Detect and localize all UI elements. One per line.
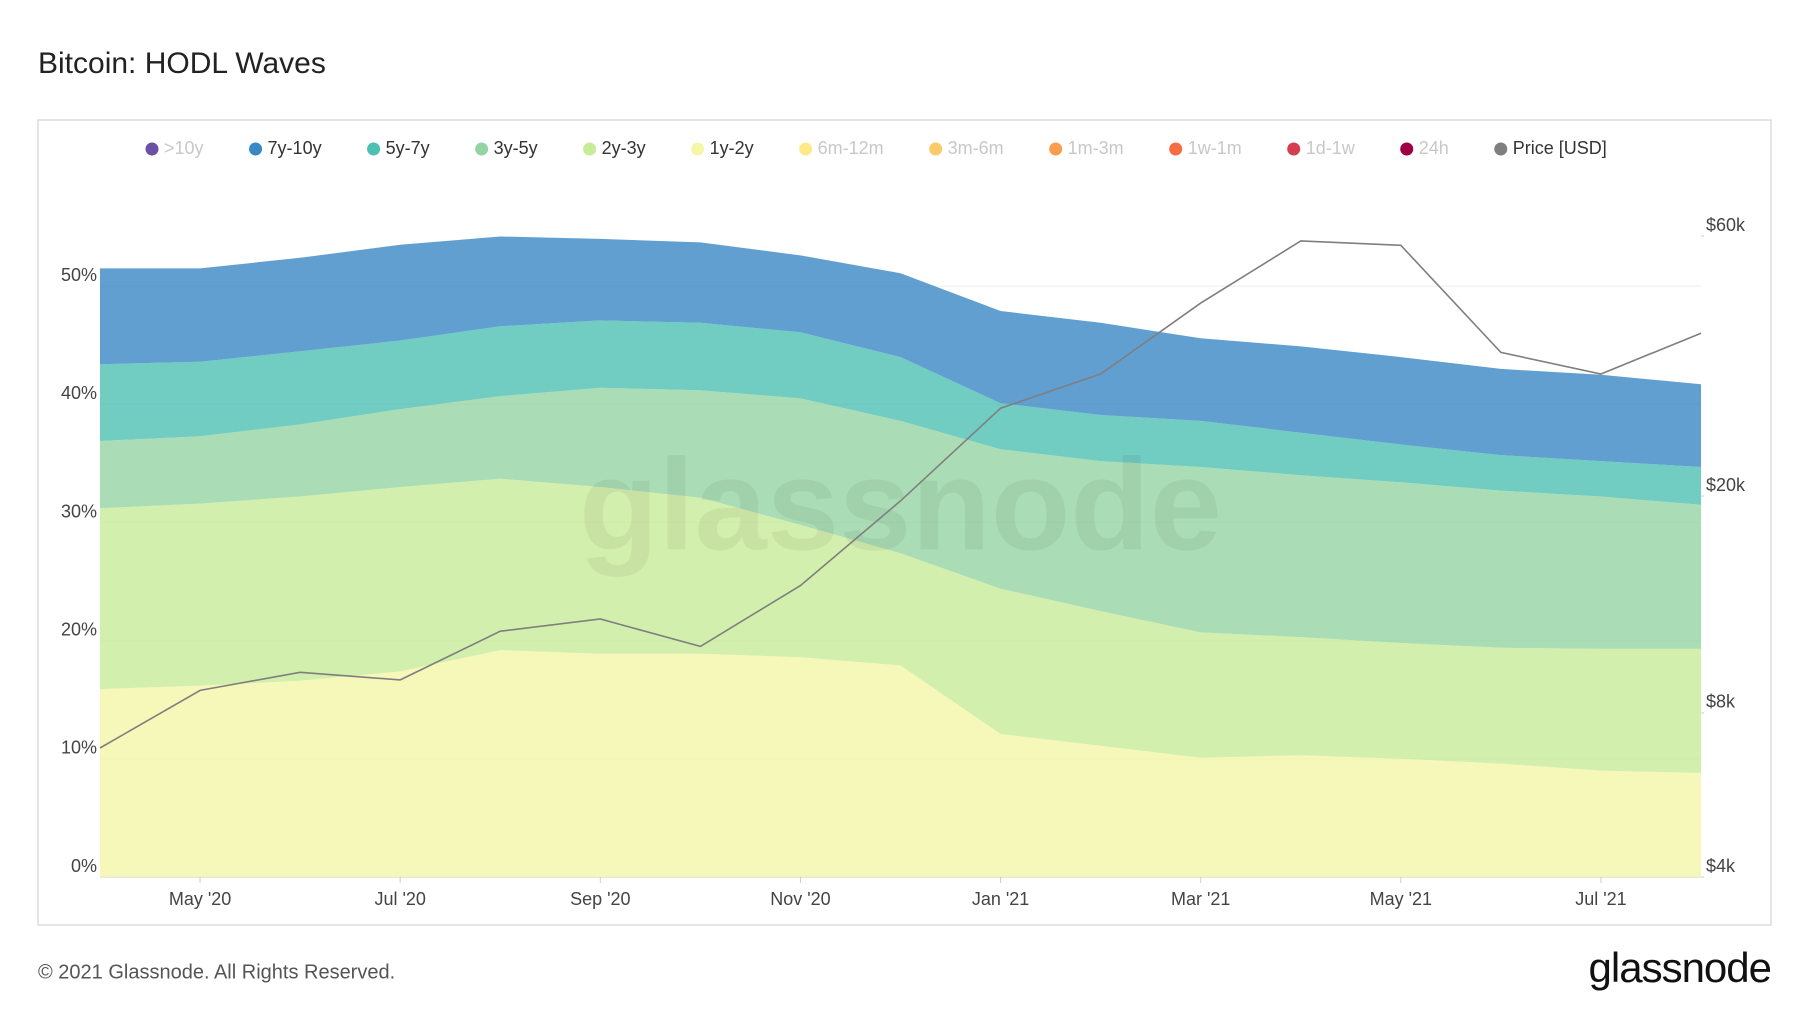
legend-dot: [799, 142, 813, 156]
legend-label: 1m-3m: [1068, 138, 1124, 158]
legend-item[interactable]: 6m-12m: [799, 138, 884, 158]
footer: © 2021 Glassnode. All Rights Reserved.: [38, 961, 395, 983]
legend-label: 5y-7y: [386, 138, 430, 158]
y-tick-label: 30%: [61, 501, 97, 521]
legend-item[interactable]: 3m-6m: [929, 138, 1004, 158]
legend-item[interactable]: 1w-1m: [1169, 138, 1242, 158]
price-line: [99, 240, 1702, 749]
legend-label: Price [USD]: [1513, 138, 1607, 158]
legend-label: 3y-5y: [494, 138, 538, 158]
legend-dot: [1049, 142, 1063, 156]
legend-dot: [583, 142, 597, 156]
area: [100, 650, 1701, 877]
legend-item[interactable]: 1y-2y: [691, 138, 754, 158]
legend-dot: [1287, 142, 1301, 156]
legend-label: 1d-1w: [1306, 138, 1356, 158]
legend-label: 24h: [1419, 138, 1449, 158]
legend-dot: [1494, 142, 1508, 156]
legend-label: 1w-1m: [1188, 138, 1242, 158]
legend-item[interactable]: Price [USD]: [1494, 138, 1607, 158]
legend-item[interactable]: 24h: [1400, 138, 1449, 158]
chart-frame: [37, 119, 1772, 926]
legend-item[interactable]: 5y-7y: [367, 138, 430, 158]
legend-dot: [249, 142, 263, 156]
y-tick-label: 20%: [61, 619, 97, 639]
y-tick-label: 50%: [61, 265, 97, 285]
legend-dot: [145, 142, 159, 156]
y2-tick-label: $4k: [1706, 856, 1736, 876]
x-tick-label: Mar '21: [1171, 889, 1230, 909]
x-tick-label: Sep '20: [570, 889, 631, 909]
area: [100, 236, 1701, 467]
legend-label: 2y-3y: [602, 138, 646, 158]
x-tick-label: Jul '20: [374, 889, 425, 909]
x-tick-label: May '21: [1370, 889, 1432, 909]
chart-title: Bitcoin: HODL Waves: [38, 47, 326, 80]
legend-label: 6m-12m: [818, 138, 884, 158]
legend-dot: [929, 142, 943, 156]
area: [100, 320, 1701, 505]
legend-item[interactable]: 1m-3m: [1049, 138, 1124, 158]
legend-item[interactable]: 2y-3y: [583, 138, 646, 158]
legend-item[interactable]: >10y: [145, 138, 204, 158]
x-tick-label: Jul '21: [1575, 889, 1626, 909]
legend-label: 1y-2y: [710, 138, 754, 158]
area: [100, 387, 1701, 649]
legend-label: >10y: [164, 138, 204, 158]
legend-item[interactable]: 7y-10y: [249, 138, 322, 158]
watermark: glassnode: [579, 431, 1222, 577]
legend-item[interactable]: 1d-1w: [1287, 138, 1356, 158]
y2-tick-label: $20k: [1706, 475, 1746, 495]
legend-dot: [1169, 142, 1183, 156]
x-tick-label: Nov '20: [770, 889, 830, 909]
legend-label: 7y-10y: [268, 138, 322, 158]
legend-label: 3m-6m: [948, 138, 1004, 158]
y2-tick-label: $60k: [1706, 215, 1746, 235]
y-tick-label: 0%: [71, 856, 97, 876]
y-tick-label: 10%: [61, 738, 97, 758]
legend-dot: [691, 142, 705, 156]
brand-logo: glassnode: [1589, 944, 1771, 991]
legend-dot: [1400, 142, 1414, 156]
area: [100, 478, 1701, 773]
x-tick-label: May '20: [169, 889, 231, 909]
y2-tick-label: $8k: [1706, 692, 1736, 712]
legend-dot: [367, 142, 381, 156]
y-tick-label: 40%: [61, 383, 97, 403]
legend-item[interactable]: 3y-5y: [475, 138, 538, 158]
x-tick-label: Jan '21: [972, 889, 1029, 909]
legend-dot: [475, 142, 489, 156]
